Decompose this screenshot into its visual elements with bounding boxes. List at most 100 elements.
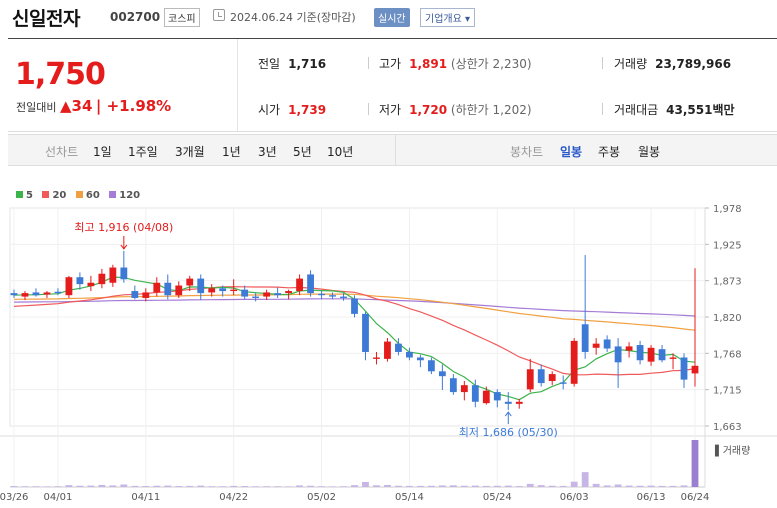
tab-5y[interactable]: 5년 xyxy=(293,145,312,159)
volume-bar xyxy=(296,485,303,487)
line-chart-label: 선차트 xyxy=(45,145,79,159)
change-divider: | xyxy=(95,97,107,115)
low-arrow xyxy=(504,411,512,425)
volume-bar xyxy=(427,485,435,487)
candle-body xyxy=(362,313,369,352)
volume-bar xyxy=(219,486,227,487)
market-badge: 코스피 xyxy=(164,8,200,27)
change-value: ▲34 xyxy=(59,97,93,115)
tab-1y[interactable]: 1년 xyxy=(222,145,241,159)
candle-body xyxy=(230,289,238,292)
volume-bar xyxy=(329,486,336,487)
volume-bar xyxy=(32,486,40,487)
high-price: 고가 1,891 (상한가 2,230) xyxy=(379,57,532,71)
current-price: 1,750 xyxy=(15,57,106,92)
volume-bar xyxy=(625,485,633,487)
volume-bar xyxy=(384,484,391,487)
divider xyxy=(368,57,369,69)
candle-body xyxy=(142,292,150,298)
volume-bar xyxy=(351,485,358,487)
stock-code: 002700 xyxy=(110,10,161,24)
candle-body xyxy=(43,292,51,295)
high-annotation: 최고 1,916 (04/08) xyxy=(74,221,173,234)
divider xyxy=(602,57,603,69)
candle-body xyxy=(449,378,457,393)
divider xyxy=(237,39,238,132)
stock-header: 신일전자 002700 코스피 2024.06.24 기준(장마감) 실시간 기… xyxy=(0,0,777,36)
prev-close: 전일 1,716 xyxy=(258,57,327,71)
candle-body xyxy=(406,351,413,358)
ma60-line xyxy=(13,293,696,331)
candle-body xyxy=(98,273,106,285)
candle-body xyxy=(241,289,249,297)
tab-monthly[interactable]: 월봉 xyxy=(638,145,661,159)
tab-weekly[interactable]: 주봉 xyxy=(598,145,621,159)
candle-body xyxy=(680,357,688,380)
volume-bar xyxy=(395,485,402,487)
volume-bar xyxy=(263,486,271,487)
candle-body xyxy=(603,339,611,349)
volume-bar xyxy=(504,485,512,487)
y-tick-label: 1,925 xyxy=(713,240,742,251)
candle-body xyxy=(537,369,545,384)
volume-bar xyxy=(614,484,622,487)
candle-body xyxy=(54,291,62,294)
tab-daily[interactable]: 일봉 xyxy=(560,145,583,159)
candle-body xyxy=(296,278,303,292)
tab-3m[interactable]: 3개월 xyxy=(175,145,205,159)
candle-body xyxy=(329,295,336,297)
candle-body xyxy=(274,293,282,296)
candle-body xyxy=(164,282,172,296)
candle-body xyxy=(504,401,512,404)
volume-bar xyxy=(10,486,18,487)
candle-body xyxy=(65,277,73,296)
candle-body xyxy=(384,341,391,359)
ma20-line xyxy=(13,286,696,376)
volume-bar xyxy=(559,485,567,487)
date-info: 2024.06.24 기준(장마감) xyxy=(230,11,356,24)
tab-1w[interactable]: 1주일 xyxy=(128,145,158,159)
volume-bar xyxy=(362,481,369,487)
y-tick-label: 1,820 xyxy=(713,313,742,324)
low-price: 저가 1,720 (하한가 1,202) xyxy=(379,103,532,117)
volume-bar xyxy=(548,485,556,487)
tab-1d[interactable]: 1일 xyxy=(93,145,112,159)
candle-body xyxy=(691,365,699,374)
y-tick-label: 1,978 xyxy=(713,204,742,215)
candle-body xyxy=(318,293,325,296)
volume-bar xyxy=(285,486,293,487)
candle-body xyxy=(120,267,128,280)
y-tick-label: 1,768 xyxy=(713,349,742,360)
volume-bar xyxy=(197,485,205,487)
candle-body xyxy=(647,347,655,362)
candle-body xyxy=(186,278,194,286)
candle-body xyxy=(515,401,523,404)
candle-body xyxy=(109,267,117,283)
candle-body xyxy=(307,274,314,294)
volume-bar xyxy=(87,485,95,487)
volume-bar xyxy=(647,485,655,487)
candle-body xyxy=(581,324,589,352)
candlestick-chart[interactable]: 1,978 1,925 1,873 1,820 1,768 1,715 1,663 03/26… xyxy=(0,200,777,508)
x-tick-label: 05/14 xyxy=(395,492,424,503)
volume-bar xyxy=(43,486,51,487)
candle-body xyxy=(208,288,216,293)
legend-ma5: 5 xyxy=(16,190,33,201)
company-overview-dropdown[interactable]: 기업개요 ▾ xyxy=(420,8,475,27)
realtime-button[interactable]: 실시간 xyxy=(374,8,410,27)
clock-icon xyxy=(213,9,225,21)
divider xyxy=(368,103,369,115)
candle-body xyxy=(471,385,479,402)
volume-bar xyxy=(274,486,282,487)
volume-bar xyxy=(416,485,424,487)
y-tick-label: 1,873 xyxy=(713,277,742,288)
candle-body xyxy=(10,293,18,296)
volume-bar xyxy=(482,485,490,487)
volume-bar xyxy=(164,485,172,487)
chart-tabs: 선차트 1일 1주일 3개월 1년 3년 5년 10년 봉차트 일봉 주봉 월봉 xyxy=(8,134,777,166)
candle-body xyxy=(219,288,227,292)
volume-bar xyxy=(515,486,523,487)
tab-3y[interactable]: 3년 xyxy=(258,145,277,159)
candle-body xyxy=(493,392,501,401)
tab-10y[interactable]: 10년 xyxy=(327,145,354,159)
